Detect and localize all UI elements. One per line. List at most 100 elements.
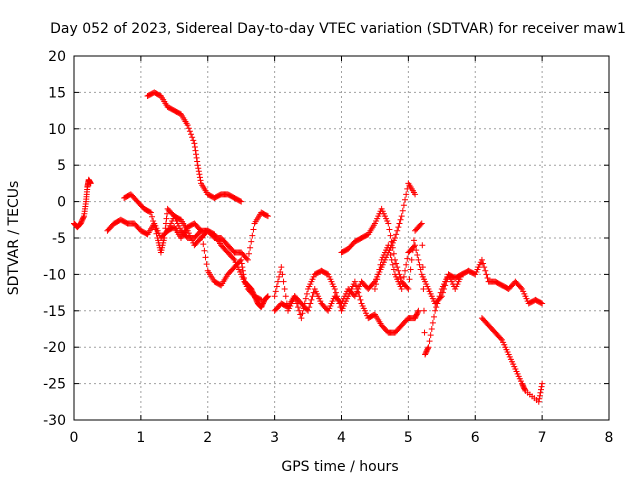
y-tick-label: 0 <box>57 195 66 211</box>
data-point-interp <box>195 168 202 175</box>
data-point-interp <box>481 264 488 271</box>
data-point <box>535 398 542 405</box>
data-point <box>392 235 398 241</box>
data-point-interp <box>279 271 286 278</box>
data-point <box>458 271 465 278</box>
data-point-interp <box>395 267 402 274</box>
data-point-interp <box>352 282 359 289</box>
data-point-interp <box>399 279 406 286</box>
data-point-interp <box>153 230 160 237</box>
data-point-interp <box>243 255 250 262</box>
data-point-interp <box>296 307 303 314</box>
data-point-interp <box>403 261 410 268</box>
chart-title: Day 052 of 2023, Sidereal Day-to-day VTE… <box>50 21 626 37</box>
data-point-interp <box>245 250 252 257</box>
data-point-interp <box>308 296 315 303</box>
data-point-interp <box>483 271 490 278</box>
data-point-interp <box>196 174 203 181</box>
data-point-interp <box>376 266 383 273</box>
x-tick-label: 0 <box>70 430 79 446</box>
data-point-interp <box>402 267 409 274</box>
data-point-interp <box>389 244 396 251</box>
data-point-interp <box>272 288 279 295</box>
data-points <box>71 89 546 405</box>
data-point-interp <box>197 177 204 184</box>
data-point-interp <box>480 260 487 267</box>
data-point-interp <box>263 212 270 219</box>
data-point-interp <box>389 261 396 268</box>
x-tick-label: 3 <box>270 430 279 446</box>
data-point-interp <box>249 232 256 239</box>
data-point <box>539 380 546 387</box>
data-point-interp <box>80 214 87 221</box>
data-point-interp <box>497 335 504 342</box>
data-point <box>432 307 439 314</box>
data-point-interp <box>406 276 413 283</box>
data-point-interp <box>239 264 246 271</box>
data-point-interp <box>536 392 543 399</box>
y-tick-label: -5 <box>52 231 66 247</box>
data-point-interp <box>538 386 545 393</box>
data-point-interp <box>394 227 401 234</box>
data-point <box>438 293 445 300</box>
data-point-interp <box>192 147 199 154</box>
data-point-interp <box>146 208 153 215</box>
x-tick-label: 7 <box>538 430 547 446</box>
data-point-interp <box>387 251 394 258</box>
data-point <box>298 315 305 322</box>
data-point-interp <box>404 255 411 262</box>
x-tick-label: 5 <box>404 430 413 446</box>
data-point <box>264 213 271 220</box>
data-point <box>478 256 485 263</box>
y-tick-label: 5 <box>57 158 66 174</box>
data-point <box>405 285 412 292</box>
data-point-interp <box>150 218 157 225</box>
data-point-interp <box>415 256 422 263</box>
data-point <box>415 307 422 314</box>
data-point-interp <box>441 285 448 292</box>
data-point <box>305 307 312 314</box>
data-point-interp <box>395 224 402 231</box>
data-point-interp <box>188 131 195 138</box>
series-prn-d <box>121 191 265 303</box>
data-point <box>147 209 154 216</box>
data-point <box>398 285 405 292</box>
data-point-interp <box>410 243 417 250</box>
data-point-interp <box>388 238 395 245</box>
data-point-interp <box>397 275 404 282</box>
data-point-interp <box>250 226 257 233</box>
data-point-interp <box>403 191 410 198</box>
data-point <box>385 242 392 249</box>
data-point-interp <box>390 266 397 273</box>
data-point-interp <box>303 290 310 297</box>
data-point-interp <box>404 284 411 291</box>
data-point-interp <box>280 278 287 285</box>
data-point-interp <box>386 226 393 233</box>
data-point-interp <box>421 329 428 336</box>
x-tick-label: 6 <box>471 430 480 446</box>
data-point-interp <box>397 216 404 223</box>
gridlines <box>74 56 609 420</box>
data-point-interp <box>163 215 170 222</box>
x-tick-label: 8 <box>605 430 614 446</box>
series-prn-g <box>271 180 419 314</box>
data-point-interp <box>309 293 316 300</box>
x-tick-label: 1 <box>136 430 145 446</box>
data-point-interp <box>189 134 196 141</box>
series-prn-b <box>144 89 245 205</box>
data-point-interp <box>240 275 247 282</box>
data-point-interp <box>420 307 427 314</box>
y-tick-label: -15 <box>43 304 66 320</box>
data-point-interp <box>431 313 438 320</box>
data-point-interp <box>417 266 424 273</box>
data-point-interp <box>200 241 207 248</box>
data-point-interp <box>299 310 306 317</box>
data-point <box>191 140 198 147</box>
data-point-interp <box>240 271 247 278</box>
data-point-interp <box>442 282 449 289</box>
data-point-interp <box>238 260 245 267</box>
data-point-interp <box>307 300 314 307</box>
data-point-interp <box>428 326 435 332</box>
